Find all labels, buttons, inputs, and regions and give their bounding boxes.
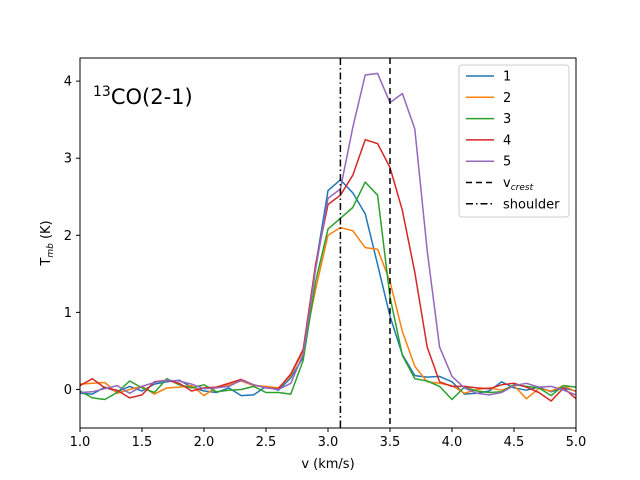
y-axis-label-sub: mb (46, 243, 56, 258)
legend-label: 4 (503, 133, 511, 148)
series-line-2 (80, 226, 576, 400)
x-tick-label: 3.0 (318, 435, 339, 450)
y-axis-label: Tmb (K) (39, 220, 56, 266)
legend-label-text: shoulder (503, 197, 560, 212)
y-axis-label-main: T (39, 258, 54, 267)
y-tick-label: 1 (64, 306, 72, 321)
x-tick-label: 2.5 (256, 435, 277, 450)
legend-label-sub: crest (511, 183, 534, 193)
legend-label-text: 3 (503, 112, 511, 127)
vline-layer (339, 58, 391, 428)
y-axis-ticks: 0 1 2 3 4 (64, 75, 80, 398)
legend-entries: 1 2 3 4 5 vcrest shoulder (466, 70, 560, 212)
legend-label: 3 (503, 112, 511, 127)
x-tick-label: 1.5 (132, 435, 153, 450)
y-tick-label: 3 (64, 152, 72, 167)
x-axis-label: v (km/s) (301, 457, 354, 472)
legend-label-text: 4 (503, 133, 511, 148)
x-tick-label: 4.0 (442, 435, 463, 450)
x-tick-label: 4.5 (504, 435, 525, 450)
legend-label: 2 (503, 91, 511, 106)
x-tick-label: 2.0 (194, 435, 215, 450)
y-tick-label: 2 (64, 229, 72, 244)
y-tick-label: 0 (64, 383, 72, 398)
legend-label: 1 (503, 70, 511, 85)
legend-label-text: 1 (503, 70, 511, 85)
legend-label: vcrest (503, 176, 534, 193)
y-axis-label-rest: (K) (39, 220, 54, 243)
legend-label: shoulder (503, 197, 560, 212)
annotation-superscript: 13 (93, 84, 111, 100)
legend-box (458, 64, 570, 218)
y-tick-label: 4 (64, 75, 72, 90)
legend-label: 5 (503, 155, 511, 170)
x-axis-ticks: 1.0 1.5 2.0 2.5 3.0 3.5 4.0 4.5 5.0 (70, 428, 587, 450)
series-layer (80, 72, 576, 402)
legend-label-text: 2 (503, 91, 511, 106)
series-line-5 (80, 72, 576, 396)
x-tick-label: 1.0 (70, 435, 91, 450)
x-tick-label: 5.0 (566, 435, 587, 450)
annotation-main: CO(2-1) (111, 85, 193, 109)
legend-label-text: 5 (503, 155, 511, 170)
chart-annotation: 13CO(2-1) (93, 84, 193, 109)
legend-label-text: v (503, 176, 511, 191)
legend: 1 2 3 4 5 vcrest shoulder (458, 64, 570, 218)
series-line-3 (80, 181, 576, 401)
x-tick-label: 3.5 (380, 435, 401, 450)
